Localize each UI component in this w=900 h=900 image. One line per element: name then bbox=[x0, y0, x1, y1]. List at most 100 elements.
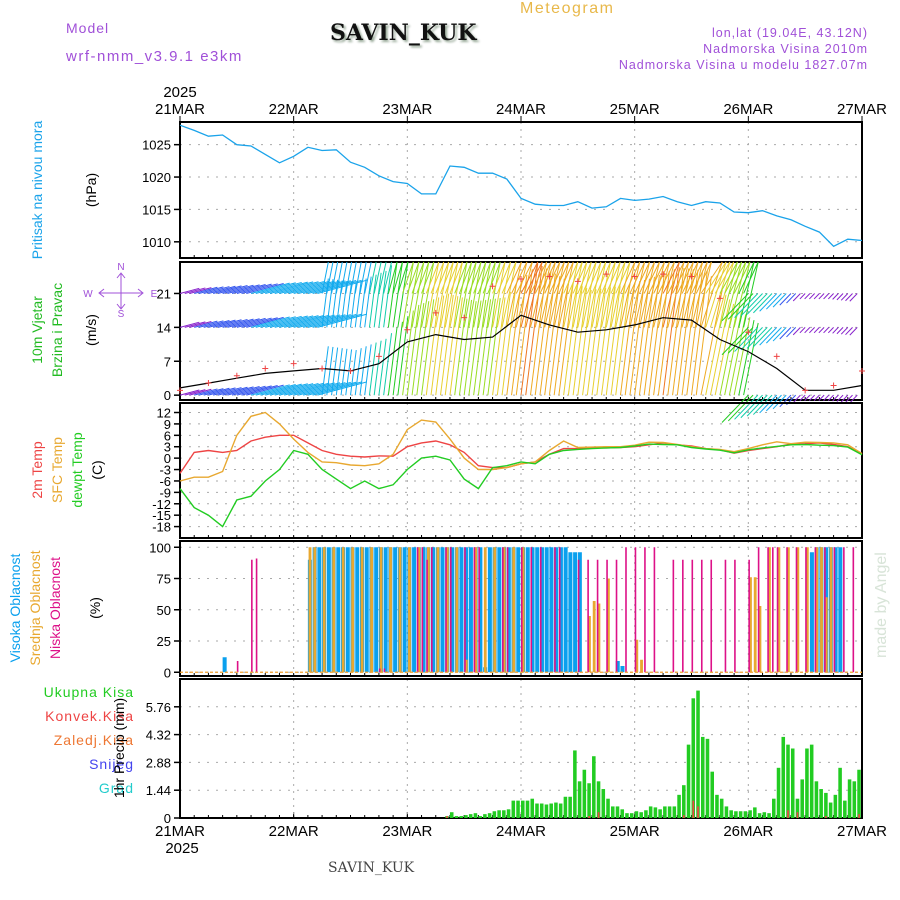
cloud-units: (%) bbox=[87, 597, 103, 619]
wind-barb bbox=[558, 282, 574, 396]
cloud-bar-low bbox=[672, 559, 675, 673]
wind-barb bbox=[454, 261, 468, 294]
wind-barb bbox=[572, 261, 588, 328]
wind-barb bbox=[548, 261, 565, 328]
cloud-bar-low bbox=[473, 547, 476, 673]
precip-bar-total bbox=[753, 807, 757, 818]
precip-bar-total bbox=[478, 816, 482, 818]
wind-barb bbox=[695, 261, 712, 328]
wind-barb bbox=[496, 261, 511, 294]
wind-barb bbox=[326, 346, 334, 396]
wind-barb bbox=[845, 293, 853, 302]
cloud-bar-mid bbox=[521, 547, 525, 673]
wind-barb bbox=[520, 261, 539, 294]
cloud-bar-low bbox=[634, 547, 637, 673]
wind-barb bbox=[194, 320, 218, 328]
cloud-bar-mid bbox=[592, 601, 596, 673]
wind-barb bbox=[624, 261, 641, 328]
cloud-bar-low bbox=[445, 547, 447, 673]
cloud-bar-high bbox=[326, 547, 331, 673]
wind-barb bbox=[525, 261, 543, 328]
wind-barb bbox=[383, 333, 393, 396]
wind-barb bbox=[430, 295, 445, 396]
cloud-bar-high bbox=[573, 552, 578, 673]
precip-bar-convective bbox=[858, 814, 860, 818]
wind-barb bbox=[217, 386, 248, 396]
cloud-bar-low bbox=[539, 547, 542, 673]
wind-barb bbox=[714, 261, 735, 328]
wind-barb bbox=[586, 288, 602, 396]
cloud-bar-low bbox=[710, 559, 713, 673]
wind-barb bbox=[463, 261, 477, 328]
wind-barb bbox=[530, 261, 548, 294]
wind-barb bbox=[691, 261, 708, 328]
wind-gust-marker bbox=[716, 295, 723, 302]
wind-barb bbox=[724, 311, 743, 396]
wind-barb bbox=[189, 287, 212, 294]
wind-barb bbox=[506, 261, 522, 328]
cloud-bar-low bbox=[530, 547, 533, 673]
wind-gust-marker bbox=[574, 278, 581, 285]
wind-barb bbox=[213, 387, 242, 396]
wind-barb bbox=[786, 293, 797, 304]
wind-barb bbox=[734, 293, 759, 318]
wind-gust-marker bbox=[461, 314, 468, 321]
cloud-bar-high bbox=[615, 661, 620, 673]
wind-barb bbox=[634, 278, 651, 396]
wind-barb bbox=[662, 261, 680, 328]
precip-legend-entry: Ukupna Kisa bbox=[44, 684, 134, 700]
precip-bar-total bbox=[492, 811, 497, 818]
wind-barb bbox=[813, 293, 820, 300]
wind-barb bbox=[836, 293, 844, 301]
cloud-bar-mid bbox=[398, 547, 402, 673]
cloud-bar-high bbox=[464, 547, 469, 673]
bottom-day-label: 27MAR bbox=[837, 823, 887, 840]
wind-barb bbox=[836, 394, 844, 402]
wind-barb bbox=[849, 394, 858, 404]
wind-barb bbox=[567, 261, 583, 328]
wind-gust-marker bbox=[404, 326, 411, 333]
precip-bar-total bbox=[539, 803, 544, 818]
wind-barb bbox=[260, 281, 302, 294]
wind-barb bbox=[572, 261, 588, 294]
cloud-bar-low bbox=[814, 547, 817, 673]
wind-barb bbox=[733, 317, 751, 396]
wind-gust-marker bbox=[688, 273, 695, 280]
wind-barb bbox=[582, 261, 597, 328]
bottom-day-label: 24MAR bbox=[496, 823, 546, 840]
wind-barb bbox=[779, 394, 792, 408]
precip-bar-total bbox=[824, 792, 828, 818]
wind-barb bbox=[260, 383, 302, 396]
wind-barb bbox=[387, 261, 398, 328]
precip-bar-total bbox=[814, 781, 819, 818]
wind-barb bbox=[601, 261, 616, 328]
wind-barb bbox=[265, 281, 308, 294]
precip-bar-total bbox=[483, 814, 487, 818]
wind-barb bbox=[496, 261, 511, 328]
precip-bar-total bbox=[653, 807, 658, 818]
temperature-ytick-label: 0 bbox=[164, 451, 171, 466]
credit-text: made by Angel bbox=[873, 552, 890, 658]
wind-barb bbox=[705, 294, 727, 396]
precip-bar-total bbox=[511, 800, 516, 818]
precip-bar-total bbox=[454, 816, 459, 818]
wind-barb bbox=[753, 327, 773, 348]
wind-barb bbox=[558, 261, 574, 294]
wind-barb bbox=[695, 276, 712, 396]
cloud-bar-low bbox=[255, 558, 258, 673]
wind-barb bbox=[676, 261, 694, 294]
cloud-bar-high bbox=[317, 547, 322, 673]
pressure-units: (hPa) bbox=[83, 173, 99, 207]
cloud-bar-mid bbox=[322, 547, 326, 673]
precip-bar-total bbox=[658, 809, 662, 818]
wind-gust-markers bbox=[177, 271, 865, 394]
wind-gust-marker bbox=[859, 367, 865, 374]
wind-barb bbox=[615, 261, 631, 294]
wind-barb bbox=[836, 327, 844, 335]
wind-gust-marker bbox=[603, 271, 610, 278]
wind-barb bbox=[548, 261, 565, 294]
wind-barb bbox=[743, 261, 759, 328]
precip-bar-total bbox=[738, 811, 743, 818]
cloud-bar-high bbox=[620, 666, 625, 673]
wind-barb bbox=[548, 278, 565, 396]
